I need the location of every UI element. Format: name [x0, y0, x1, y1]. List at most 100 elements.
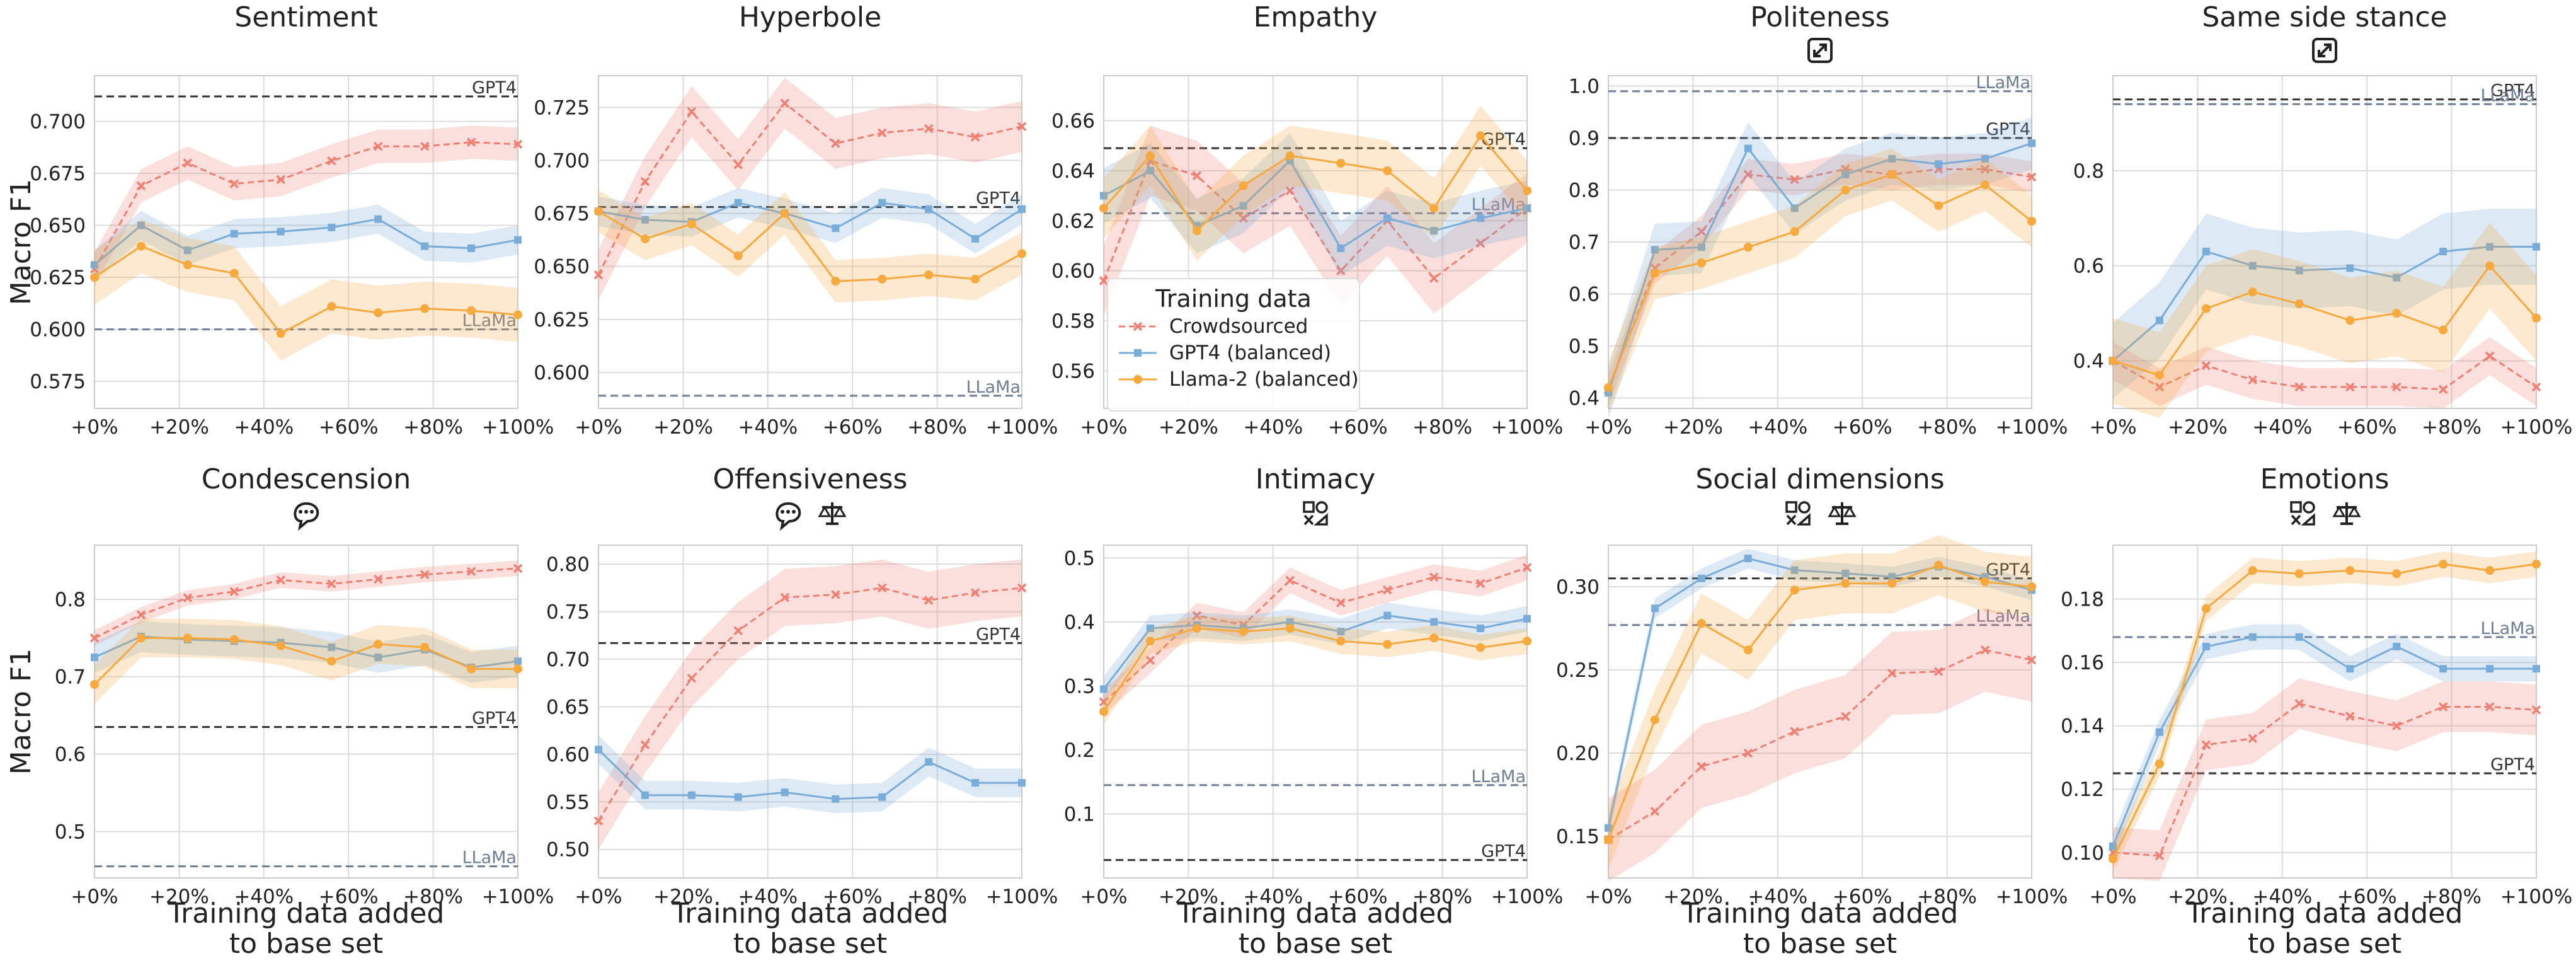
panel-hyperbole: Hyperbole 0.600 0.625 0.650 0.675 0.700 0.725 +… [534, 1, 1058, 439]
x-axis-label: to base set [1743, 928, 1897, 960]
series-line [597, 749, 1022, 800]
data-point [2346, 264, 2354, 272]
data-point [1697, 227, 1707, 236]
data-point [2439, 665, 2447, 673]
data-point [2248, 566, 2257, 575]
x-tick-label: +80% [2422, 885, 2482, 908]
x-tick-label: +100% [482, 885, 554, 908]
data-point [1146, 166, 1154, 175]
data-point [183, 593, 193, 603]
data-point [831, 139, 840, 148]
data-point [1981, 577, 1990, 587]
data-point [1285, 575, 1295, 585]
data-point [2392, 721, 2401, 730]
y-tick-label: 0.4 [2073, 350, 2104, 373]
data-point [513, 664, 522, 674]
x-tick-label: +20% [1159, 885, 1218, 908]
data-point [1145, 637, 1155, 646]
data-point [90, 680, 99, 689]
data-point [1933, 667, 1943, 676]
data-point [420, 304, 430, 313]
series-line [597, 101, 1022, 275]
confidence-band [1608, 608, 2032, 882]
series-llama [1604, 148, 2036, 414]
data-point [1475, 579, 1485, 589]
data-point [421, 242, 429, 250]
data-point [733, 626, 743, 636]
x-tick-label: +100% [2500, 416, 2573, 439]
gpt4-reference-label: GPT4 [976, 625, 1021, 644]
confidence-band [94, 621, 518, 683]
data-point [1383, 214, 1392, 222]
data-point [1383, 585, 1392, 595]
confidence-band [94, 125, 518, 286]
data-point [1697, 619, 1706, 628]
data-point [925, 205, 933, 213]
series-line [2112, 702, 2537, 857]
x-tick-label: +20% [149, 416, 209, 439]
data-point [595, 746, 602, 754]
data-point [641, 216, 649, 224]
data-point [1018, 205, 1026, 213]
data-point [2201, 604, 2211, 613]
data-point [374, 308, 383, 318]
x-tick-label: +80% [403, 416, 463, 439]
data-point [1336, 158, 1346, 168]
data-point [2155, 759, 2164, 768]
llama-reference-label: LLaMa [1976, 607, 2030, 626]
data-point [2486, 243, 2494, 251]
data-point [878, 274, 887, 284]
data-point [2439, 248, 2447, 256]
data-point [1099, 276, 1109, 285]
data-point [1790, 727, 1799, 736]
data-point [1099, 697, 1109, 707]
x-tick-label: +80% [1412, 416, 1472, 439]
data-point [1790, 204, 1799, 212]
series-line [1607, 142, 2032, 393]
data-point [1981, 180, 1990, 190]
confidence-band [1104, 125, 1527, 316]
data-point [2109, 854, 2117, 863]
expand-icon [2312, 38, 2337, 63]
data-point [1604, 383, 1613, 392]
x-tick-label: +40% [1243, 885, 1303, 908]
x-axis-label: Training data added [168, 897, 445, 930]
data-point [420, 141, 430, 151]
panel-same-side-stance: Same side stance 0.4 0.6 0.8 +0% +20% +40% +60%… [2073, 1, 2573, 439]
data-point [276, 575, 285, 585]
data-point [328, 223, 336, 231]
data-point [1145, 151, 1155, 161]
data-point [1697, 574, 1705, 582]
y-tick-label: 0.600 [534, 362, 590, 384]
data-point [1743, 645, 1753, 655]
gpt4-reference-label: GPT4 [472, 709, 517, 729]
data-point [2155, 316, 2163, 325]
shapes-icon [1303, 501, 1328, 526]
data-point [2532, 560, 2541, 569]
x-tick-label: +20% [2168, 885, 2228, 908]
data-point [1430, 227, 1438, 235]
y-tick-label: 0.7 [1569, 231, 1600, 254]
data-point [2201, 304, 2211, 313]
panel-title: Social dimensions [1695, 463, 1944, 495]
data-point [2294, 699, 2304, 708]
x-tick-label: +40% [1748, 885, 1807, 908]
data-point [2531, 705, 2541, 715]
y-tick-label: 0.600 [30, 319, 86, 342]
data-point [1523, 614, 1531, 623]
data-point [832, 224, 840, 233]
series-line [1102, 134, 1528, 233]
data-point [466, 137, 476, 147]
y-tick-label: 0.60 [546, 744, 590, 766]
shapes-icon [2290, 501, 2315, 526]
y-tick-label: 0.650 [30, 215, 86, 238]
panel-empathy: Empathy 0.56 0.58 0.60 0.62 0.64 0.66 +0% +20% +4… [1051, 1, 1563, 439]
series-line [1608, 649, 2032, 841]
data-point [2294, 299, 2304, 309]
y-tick-label: 0.64 [1051, 160, 1095, 183]
data-point [2532, 313, 2541, 323]
x-axis-label: to base set [733, 928, 887, 960]
y-tick-label: 0.58 [1051, 310, 1095, 333]
data-point [970, 588, 980, 597]
data-point [1790, 566, 1799, 574]
